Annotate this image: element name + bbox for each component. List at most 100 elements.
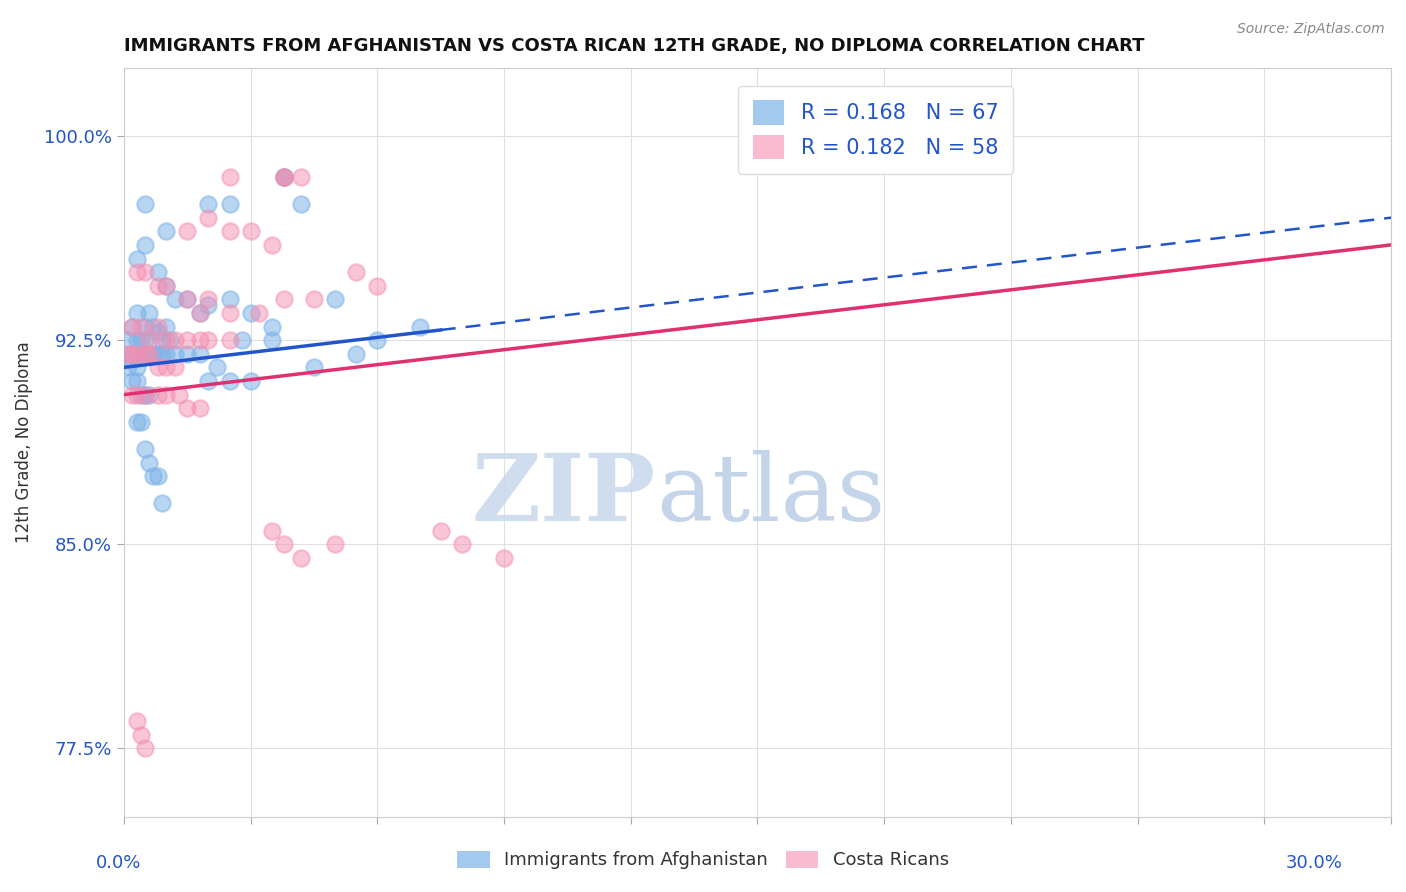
Point (188, 306, 211, 320)
Point (129, 728, 152, 742)
Point (129, 415, 152, 429)
Point (429, 524, 451, 538)
Point (260, 524, 283, 538)
Text: IMMIGRANTS FROM AFGHANISTAN VS COSTA RICAN 12TH GRADE, NO DIPLOMA CORRELATION CH: IMMIGRANTS FROM AFGHANISTAN VS COSTA RIC… (124, 37, 1144, 55)
Point (260, 238, 283, 252)
Point (138, 333, 160, 347)
Point (121, 319, 143, 334)
Point (247, 306, 270, 320)
Point (125, 265, 148, 279)
Point (290, 169, 312, 184)
Point (155, 319, 177, 334)
Point (239, 306, 262, 320)
Point (125, 415, 148, 429)
Point (155, 278, 177, 293)
Text: ZIP: ZIP (472, 450, 657, 540)
Point (218, 293, 240, 307)
Point (239, 374, 262, 388)
Point (218, 197, 240, 211)
Point (134, 347, 156, 361)
Text: 30.0%: 30.0% (1286, 855, 1343, 872)
Point (302, 360, 325, 375)
Point (146, 387, 169, 401)
Point (125, 306, 148, 320)
Legend: R = 0.168   N = 67, R = 0.182   N = 58: R = 0.168 N = 67, R = 0.182 N = 58 (738, 86, 1014, 174)
Point (125, 333, 148, 347)
Point (163, 293, 186, 307)
Point (163, 347, 186, 361)
Point (134, 333, 156, 347)
Point (218, 306, 240, 320)
Text: atlas: atlas (657, 450, 886, 540)
Point (138, 347, 160, 361)
Point (273, 169, 295, 184)
Point (197, 211, 219, 225)
Point (146, 278, 169, 293)
Point (218, 374, 240, 388)
Point (155, 333, 177, 347)
Point (155, 360, 177, 375)
Point (176, 401, 198, 416)
Point (138, 306, 160, 320)
Text: Source: ZipAtlas.com: Source: ZipAtlas.com (1237, 22, 1385, 37)
Point (150, 333, 173, 347)
Point (273, 169, 295, 184)
Point (176, 293, 198, 307)
Point (142, 469, 165, 483)
Point (218, 169, 240, 184)
Point (129, 347, 152, 361)
Point (218, 333, 240, 347)
Point (138, 347, 160, 361)
Point (142, 347, 165, 361)
Point (197, 374, 219, 388)
Point (150, 496, 173, 510)
Point (134, 387, 156, 401)
Point (138, 456, 160, 470)
Point (117, 347, 139, 361)
Point (273, 293, 295, 307)
Point (129, 333, 152, 347)
Point (188, 333, 211, 347)
Point (121, 352, 143, 367)
Point (125, 347, 148, 361)
Point (134, 265, 156, 279)
Point (344, 347, 367, 361)
Point (492, 550, 515, 565)
Point (323, 537, 346, 551)
Point (146, 469, 169, 483)
Point (231, 333, 253, 347)
Point (155, 224, 177, 238)
Point (125, 387, 148, 401)
Point (121, 347, 143, 361)
Point (188, 401, 211, 416)
Text: 0.0%: 0.0% (96, 855, 141, 872)
Point (159, 333, 181, 347)
Point (188, 306, 211, 320)
Point (273, 537, 295, 551)
Point (142, 319, 165, 334)
Point (323, 293, 346, 307)
Point (121, 319, 143, 334)
Point (146, 319, 169, 334)
Point (117, 333, 139, 347)
Point (125, 360, 148, 375)
Point (188, 347, 211, 361)
Point (134, 442, 156, 456)
Y-axis label: 12th Grade, No Diploma: 12th Grade, No Diploma (15, 342, 32, 543)
Point (138, 387, 160, 401)
Point (218, 224, 240, 238)
Point (134, 741, 156, 756)
Point (146, 360, 169, 375)
Point (146, 347, 169, 361)
Point (344, 265, 367, 279)
Point (366, 333, 388, 347)
Point (117, 360, 139, 375)
Point (197, 333, 219, 347)
Point (167, 387, 190, 401)
Point (197, 293, 219, 307)
Point (121, 347, 143, 361)
Point (290, 550, 312, 565)
Point (197, 197, 219, 211)
Point (302, 293, 325, 307)
Point (146, 325, 169, 339)
